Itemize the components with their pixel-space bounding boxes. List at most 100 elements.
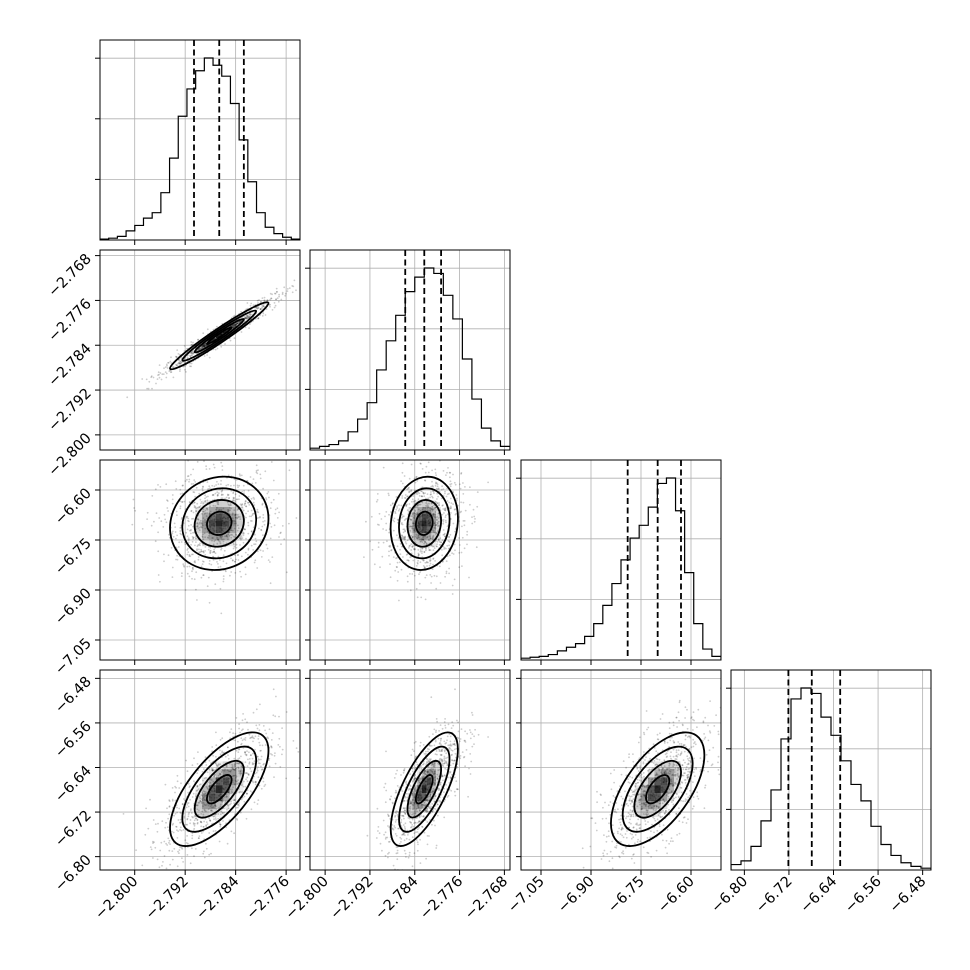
sample-point [223, 769, 226, 772]
sample-point [389, 544, 391, 547]
sample-point [190, 354, 193, 357]
sample-point [196, 785, 199, 787]
density-cell [421, 513, 427, 520]
sample-point [181, 857, 183, 860]
sample-point [421, 468, 424, 470]
sample-point [189, 355, 192, 358]
sample-point [227, 494, 229, 497]
sample-point [458, 740, 461, 743]
sample-point [180, 575, 183, 577]
sample-point [382, 466, 385, 469]
sample-point [270, 746, 273, 749]
sample-point [264, 314, 267, 316]
sample-point [437, 495, 439, 498]
sample-point [414, 499, 417, 502]
sample-point [295, 289, 297, 292]
density-cell [222, 520, 230, 527]
sample-point [441, 504, 444, 507]
sample-point [428, 539, 431, 541]
sample-point [403, 811, 406, 814]
sample-point [460, 501, 462, 504]
sample-point [399, 553, 402, 556]
sample-point [240, 319, 243, 322]
sample-point [234, 762, 237, 764]
sample-point [444, 519, 447, 522]
sample-point [388, 513, 390, 516]
sample-point [167, 361, 170, 364]
sample-point [182, 564, 185, 567]
sample-point [233, 799, 235, 802]
sample-point [295, 517, 298, 519]
sample-point [278, 511, 280, 514]
sample-point [150, 848, 153, 851]
sample-point [454, 508, 457, 511]
sample-point [233, 774, 235, 777]
sample-point [233, 337, 236, 339]
sample-point [239, 474, 242, 477]
sample-point [441, 759, 444, 762]
sample-point [185, 823, 188, 826]
sample-point [234, 513, 237, 516]
sample-point [199, 797, 202, 800]
sample-point [433, 492, 435, 495]
sample-point [189, 822, 192, 825]
sample-point [448, 744, 451, 746]
density-cell [431, 513, 436, 520]
sample-point [233, 783, 236, 786]
sample-point [161, 373, 164, 376]
sample-point [426, 506, 429, 509]
sample-point [191, 764, 194, 767]
y-tick-label: −6.75 [52, 536, 95, 579]
sample-point [260, 529, 263, 532]
sample-point [202, 560, 205, 563]
sample-point [409, 785, 412, 787]
density-cell [208, 507, 216, 514]
sample-point [283, 538, 286, 540]
sample-point [443, 533, 446, 536]
sample-point [475, 546, 478, 549]
sample-point [270, 753, 272, 755]
sample-point [418, 495, 421, 497]
sample-point [238, 498, 240, 501]
sample-point [470, 760, 473, 763]
sample-point [176, 837, 179, 839]
sample-point [444, 507, 447, 510]
x-tick-label: −2.792 [143, 874, 192, 923]
sample-point [428, 772, 431, 775]
sample-point [411, 513, 414, 516]
sample-point [186, 770, 189, 773]
sample-point [182, 861, 185, 863]
sample-point [445, 742, 448, 744]
sample-point [231, 766, 233, 769]
sample-point [150, 524, 153, 527]
sample-point [413, 574, 416, 577]
sample-point [462, 482, 464, 484]
sample-point [217, 538, 220, 541]
sample-point [430, 767, 433, 770]
sample-point [281, 293, 284, 296]
sample-point [250, 808, 253, 811]
sample-point [396, 852, 399, 854]
sample-point [251, 763, 254, 766]
sample-point [227, 458, 229, 460]
sample-point [417, 553, 420, 556]
sample-point [229, 770, 232, 773]
sample-point [202, 550, 205, 553]
sample-point [184, 368, 186, 371]
sample-point [155, 512, 158, 515]
sample-point [457, 756, 460, 758]
sample-point [227, 746, 229, 749]
sample-point [234, 522, 237, 525]
sample-point [423, 771, 426, 773]
sample-point [250, 754, 252, 756]
sample-point [241, 796, 244, 799]
sample-point [602, 852, 604, 855]
sample-point [419, 745, 421, 747]
sample-point [246, 315, 249, 317]
sample-point [477, 733, 480, 736]
sample-point [443, 759, 446, 761]
sample-point [274, 292, 276, 295]
sample-point [239, 731, 242, 734]
contour-level [398, 487, 451, 560]
sample-point [279, 532, 282, 535]
